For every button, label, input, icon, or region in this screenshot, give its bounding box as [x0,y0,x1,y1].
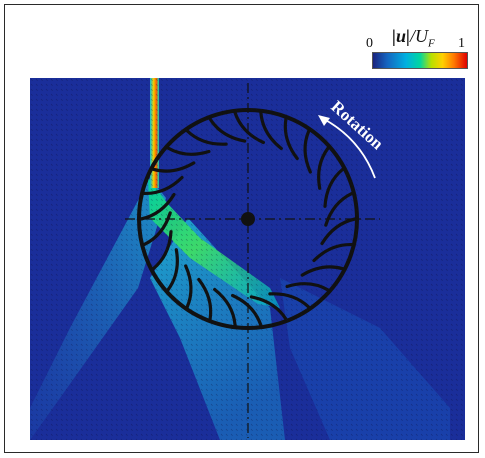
runner-blade [151,230,173,271]
rotation-arrowhead [318,115,330,126]
runner-blade [303,129,312,174]
runner-blade [249,295,288,321]
runner-blade [317,146,330,190]
runner-blade [320,217,357,246]
runner-blade [259,111,283,151]
rotation-arrow [321,117,376,179]
runner-blade [283,117,299,161]
colorbar-label: |u|/UF [392,26,435,50]
runner-hub [241,212,255,226]
runner-blade [324,191,354,227]
runner-rim [137,108,359,330]
runner-blade [233,111,265,145]
runner-blade [213,287,237,327]
runner-blade [142,175,184,196]
runner-blade [300,265,345,277]
flow-field-panel: Rotation [30,78,465,440]
runner-blade [197,277,213,321]
runner-blade [166,248,179,292]
runner-blade [285,282,330,292]
runner-blade [184,264,193,309]
runner-blades [139,111,357,327]
runner-blade [208,117,247,143]
runner-blade [231,293,263,327]
runner-blade [151,161,196,173]
runner-blade [139,192,176,221]
colorbar-max-label: 1 [458,36,465,51]
runner-blade [312,242,354,263]
runner-blade [268,292,311,309]
runner-blade [185,129,228,146]
runner-blade [166,146,211,156]
colorbar [372,52,468,69]
runner-blade [323,167,345,208]
colorbar-min-label: 0 [366,36,373,51]
runner-blade [142,211,172,247]
